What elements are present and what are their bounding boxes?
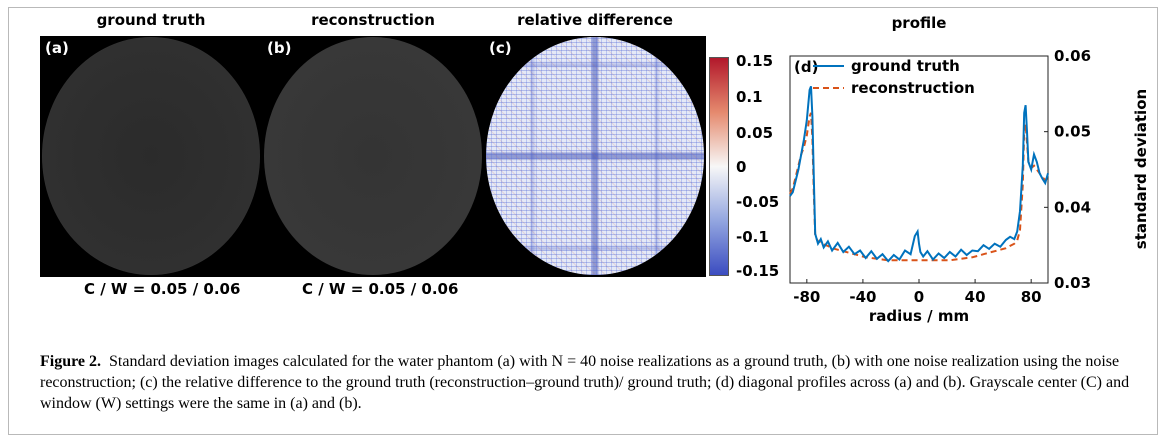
- x-axis: -80 -40 0 40 80: [793, 279, 1042, 306]
- panel-b-window-setting: C / W = 0.05 / 0.06: [302, 280, 459, 298]
- y-axis: 0.03 0.04 0.05 0.06: [1044, 47, 1091, 292]
- colorbar-tick: 0.05: [736, 124, 774, 142]
- series-line-reconstruction: [789, 112, 1049, 262]
- colorbar-tick: 0.1: [736, 88, 763, 106]
- y-axis-label: standard deviation: [1132, 89, 1150, 249]
- x-tick-label: -80: [793, 288, 820, 306]
- x-tick-label: 80: [1021, 288, 1042, 306]
- series-lines: [789, 85, 1049, 263]
- difference-disc: [486, 37, 704, 275]
- chart-title: profile: [892, 14, 947, 32]
- panel-b-label: (b): [267, 39, 292, 57]
- panel-b-image: (b): [262, 36, 484, 277]
- x-tick-label: -40: [849, 288, 876, 306]
- panel-a-window-setting: C / W = 0.05 / 0.06: [84, 280, 241, 298]
- colorbar-tick: -0.15: [736, 262, 780, 280]
- y-tick-label: 0.04: [1054, 198, 1091, 216]
- colorbar: [709, 57, 729, 276]
- caption-text: Standard deviation images calculated for…: [40, 353, 1130, 412]
- panel-c-image: (c): [484, 36, 706, 277]
- panel-a-image: (a): [40, 36, 262, 277]
- y-tick-label: 0.03: [1054, 274, 1091, 292]
- legend-label-ground-truth: ground truth: [851, 57, 960, 75]
- panel-a-label: (a): [45, 39, 69, 57]
- colorbar-tick: 0.15: [736, 52, 774, 70]
- y-tick-label: 0.05: [1054, 123, 1091, 141]
- phantom-disc: [42, 37, 260, 275]
- chart-panel-label: (d): [794, 58, 818, 76]
- profile-chart: profile -80 -40 0 40 80 0.03 0.04 0.05 0.06 (d)…: [789, 14, 1150, 325]
- panel-b-title: reconstruction: [311, 11, 435, 29]
- phantom-disc: [264, 37, 482, 275]
- colorbar-tick: 0: [736, 158, 747, 176]
- panel-c-label: (c): [489, 39, 512, 57]
- colorbar-tick: -0.1: [736, 228, 769, 246]
- caption-label: Figure 2.: [40, 353, 102, 370]
- figure-caption: Figure 2. Standard deviation images calc…: [40, 351, 1150, 414]
- panel-c-title: relative difference: [517, 11, 673, 29]
- x-tick-label: 0: [914, 288, 924, 306]
- panel-a-title: ground truth: [96, 11, 206, 29]
- colorbar-tick: -0.05: [736, 193, 780, 211]
- series-line-ground-truth: [789, 85, 1049, 263]
- y-tick-label: 0.06: [1054, 47, 1091, 65]
- figure-frame: [8, 7, 1158, 435]
- x-tick-label: 40: [965, 288, 986, 306]
- legend-label-reconstruction: reconstruction: [851, 79, 975, 97]
- x-axis-label: radius / mm: [869, 307, 969, 325]
